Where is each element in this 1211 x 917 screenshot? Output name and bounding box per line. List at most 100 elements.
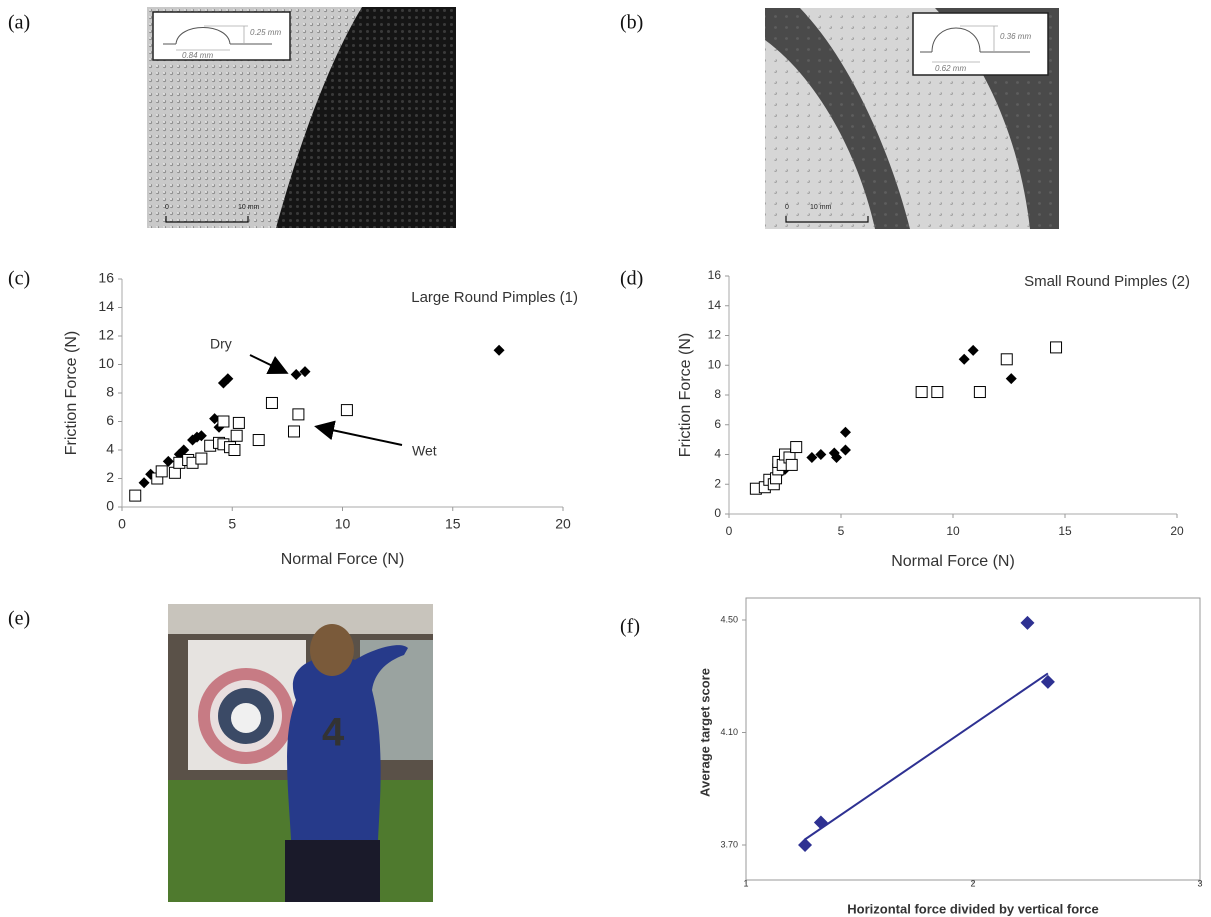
y-tick-label: 0: [106, 498, 114, 514]
y-tick-label: 4: [106, 441, 114, 457]
ball: [231, 703, 261, 733]
data-point: [786, 459, 797, 470]
y-axis-label: Average target score: [697, 668, 712, 797]
data-point: [974, 387, 985, 398]
roof: [168, 604, 433, 634]
panel-label: (c): [8, 268, 30, 290]
y-tick-label: 8: [714, 387, 721, 401]
y-tick-label: 6: [106, 412, 114, 428]
data-point: [139, 477, 150, 488]
x-tick-label: 5: [838, 524, 845, 538]
data-point: [341, 405, 352, 416]
y-tick-label: 10: [708, 357, 722, 371]
player-shorts: [285, 840, 380, 902]
data-point: [791, 442, 802, 453]
y-tick-label: 4.50: [720, 614, 738, 624]
data-point: [840, 445, 851, 456]
x-tick-label: 5: [228, 516, 236, 532]
x-tick-label: 10: [946, 524, 960, 538]
y-axis-label: Friction Force (N): [63, 331, 80, 455]
data-point: [932, 387, 943, 398]
data-point: [229, 445, 240, 456]
scale-end: 10 mm: [810, 204, 832, 211]
data-point: [169, 467, 180, 478]
y-tick-label: 16: [98, 270, 114, 286]
y-tick-label: 3.70: [720, 839, 738, 849]
annotation: Dry: [210, 336, 232, 352]
y-tick-label: 2: [106, 469, 114, 485]
chart-title: Small Round Pimples (2): [1024, 273, 1190, 290]
profile-height: 0.25 mm: [250, 28, 281, 37]
panel-label: (d): [620, 268, 643, 290]
data-point: [293, 409, 304, 420]
x-tick-label: 20: [555, 516, 571, 532]
x-tick-label: 20: [1170, 524, 1184, 538]
annotation-arrow: [318, 427, 402, 445]
x-axis-label: Normal Force (N): [891, 553, 1015, 570]
data-point: [233, 417, 244, 428]
page: { "panels": ["(a)", "(b)", "(c)", "(d)",…: [0, 0, 1211, 917]
data-point: [156, 466, 167, 477]
profile-height: 0.36 mm: [1000, 32, 1031, 41]
y-tick-label: 12: [708, 328, 722, 342]
profile-width: 0.84 mm: [182, 51, 213, 60]
data-point: [218, 416, 229, 427]
x-tick-label: 15: [1058, 524, 1072, 538]
data-point: [494, 345, 505, 356]
panel-label: (b): [620, 12, 643, 34]
data-point: [815, 449, 826, 460]
scale-start: 0: [165, 204, 169, 211]
y-axis-label: Friction Force (N): [677, 333, 694, 457]
data-point: [806, 452, 817, 463]
panel-label: (f): [620, 616, 640, 638]
data-point: [916, 387, 927, 398]
y-tick-label: 4: [714, 447, 721, 461]
y-tick-label: 12: [98, 327, 114, 343]
y-tick-label: 10: [98, 355, 114, 371]
x-axis-label: Horizontal force divided by vertical for…: [847, 901, 1098, 916]
data-point: [163, 456, 174, 467]
x-tick-label: 0: [118, 516, 126, 532]
shirt-number: 4: [322, 711, 345, 755]
y-tick-label: 6: [714, 417, 721, 431]
x-tick-label: 2: [970, 878, 975, 888]
player-head: [310, 624, 354, 676]
y-tick-label: 0: [714, 506, 721, 520]
y-tick-label: 16: [708, 268, 722, 282]
data-point: [1051, 342, 1062, 353]
plot-frame: [746, 598, 1200, 880]
data-point: [266, 397, 277, 408]
y-tick-label: 14: [708, 298, 722, 312]
y-tick-label: 4.10: [720, 727, 738, 737]
x-tick-label: 3: [1197, 878, 1202, 888]
figure: (a) (b) (c) (d) (e) (f) 0.25 mm 0.84 mm …: [0, 0, 1211, 917]
chart-title: Large Round Pimples (1): [411, 289, 578, 306]
data-point: [959, 354, 970, 365]
data-point: [840, 427, 851, 438]
scale-start: 0: [785, 204, 789, 211]
data-point: [291, 369, 302, 380]
profile-width: 0.62 mm: [935, 64, 966, 73]
data-point: [253, 435, 264, 446]
y-tick-label: 8: [106, 384, 114, 400]
data-point: [196, 453, 207, 464]
x-axis-label: Normal Force (N): [281, 551, 405, 568]
x-tick-label: 0: [726, 524, 733, 538]
annotation-arrow: [250, 355, 285, 372]
data-point: [231, 430, 242, 441]
photo-e: 4: [168, 604, 433, 902]
y-tick-label: 14: [98, 298, 114, 314]
scale-end: 10 mm: [238, 204, 260, 211]
x-tick-label: 1: [743, 878, 748, 888]
data-point: [288, 426, 299, 437]
data-point: [130, 490, 141, 501]
annotation: Wet: [412, 443, 437, 459]
panel-label: (a): [8, 12, 30, 34]
data-point: [1001, 354, 1012, 365]
x-tick-label: 10: [335, 516, 351, 532]
data-point: [300, 366, 311, 377]
data-point: [968, 345, 979, 356]
panel-label: (e): [8, 608, 30, 630]
data-point: [1006, 373, 1017, 384]
y-tick-label: 2: [714, 476, 721, 490]
